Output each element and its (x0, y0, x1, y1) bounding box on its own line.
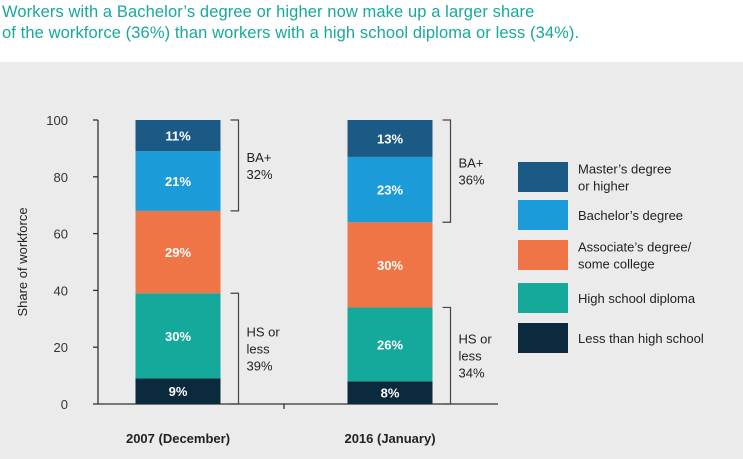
axes: 0 20 40 60 80 100 Share of workforce 2007 (Dece… (15, 113, 498, 446)
bar-segment-label: 26% (377, 337, 403, 352)
bar-segment-label: 30% (165, 329, 191, 344)
bracket-line (442, 119, 452, 223)
bracket-label: less (247, 342, 271, 357)
bar-segment-label: 23% (377, 183, 403, 198)
bar-segment-label: 8% (381, 386, 400, 401)
legend-swatch (518, 323, 568, 353)
legend-label: Master’s degree (578, 162, 671, 177)
brackets: BA+ 32% HS or less 39% BA+ 36% HS or less 34% (230, 119, 493, 405)
y-tick-label: 80 (54, 170, 68, 185)
bracket-line (442, 306, 452, 405)
legend-swatch (518, 162, 568, 192)
x-category-label: 2016 (January) (344, 431, 435, 446)
headline-line-2: of the workforce (36%) than workers with… (2, 24, 580, 42)
bar-segment (347, 307, 433, 382)
headline-line-1: Workers with a Bachelor’s degree or high… (2, 3, 535, 21)
y-tick-label: 20 (54, 340, 68, 355)
y-tick-label: 0 (61, 397, 68, 412)
x-category-label: 2007 (December) (126, 431, 230, 446)
bar-segment (347, 156, 433, 223)
bracket-line (230, 119, 240, 212)
y-tick-label: 40 (54, 283, 68, 298)
bracket-label: BA+ (247, 150, 272, 165)
y-tick-label: 60 (54, 227, 68, 242)
bar-segment-label: 11% (165, 129, 191, 144)
bar-segment (347, 381, 433, 404)
bracket-label: 32% (247, 167, 273, 182)
bar-segment-label: 29% (165, 245, 191, 260)
bracket-label: HS or (247, 325, 281, 340)
bar-segment (135, 120, 221, 152)
bar-segment (135, 151, 221, 211)
legend-label: or higher (578, 179, 630, 194)
bracket-label: 36% (459, 173, 485, 188)
bars: 9% 30% 29% 21% 11% 8% 26% 30% 23% 13% (135, 120, 433, 404)
y-tick-label: 100 (46, 113, 68, 128)
legend-swatch (518, 283, 568, 313)
legend-label: Less than high school (578, 331, 704, 346)
legend-label: Bachelor’s degree (578, 208, 683, 223)
bar-segment (135, 378, 221, 404)
legend-swatch (518, 240, 568, 270)
legend: Master’s degree or higher Bachelor’s degre… (518, 162, 704, 353)
legend-label: Associate’s degree/ (578, 240, 692, 255)
chart-headline: Workers with a Bachelor’s degree or high… (2, 2, 742, 44)
bar-segment (347, 222, 433, 308)
y-axis-title: Share of workforce (15, 207, 30, 316)
bracket-label: 39% (247, 359, 273, 374)
bar-segment-label: 13% (377, 131, 403, 146)
legend-label: some college (578, 257, 655, 272)
legend-swatch (518, 200, 568, 230)
bracket-line (230, 292, 240, 405)
bar-segment-label: 9% (169, 384, 188, 399)
bracket-label: HS or (459, 332, 493, 347)
bar-segment-label: 21% (165, 174, 191, 189)
bar-segment (135, 293, 221, 379)
legend-label: High school diploma (578, 291, 696, 306)
bar-segment-label: 30% (377, 258, 403, 273)
bracket-label: less (459, 349, 483, 364)
bracket-label: 34% (459, 366, 485, 381)
bracket-label: BA+ (459, 156, 484, 171)
bar-segment (347, 120, 433, 157)
bar-segment (135, 210, 221, 294)
